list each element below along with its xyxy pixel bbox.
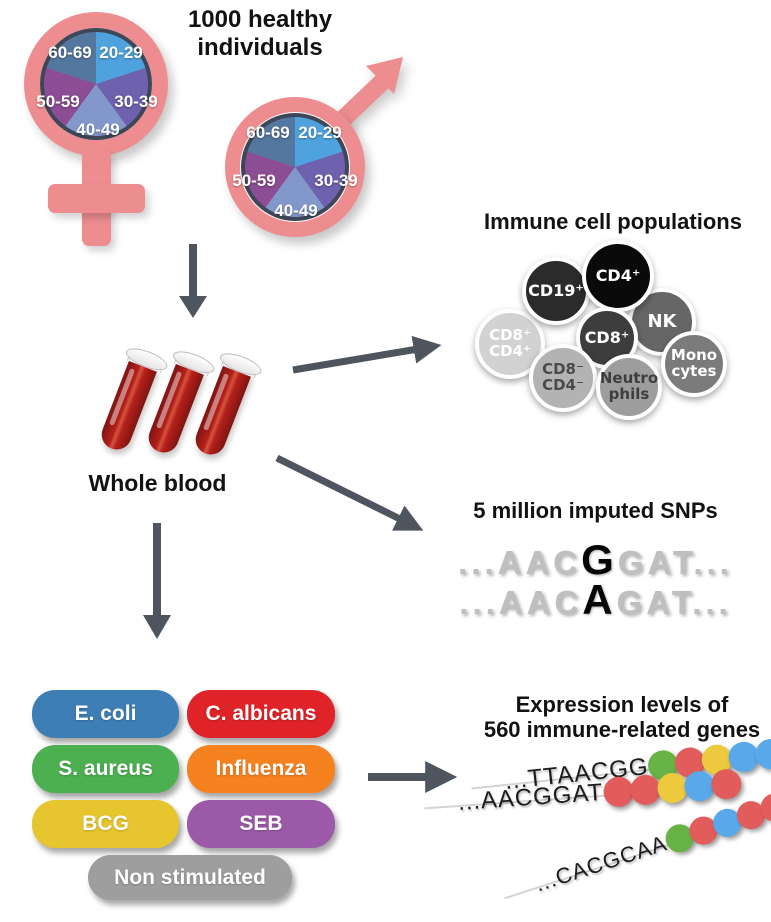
expression-title: Expression levels of 560 immune-related … xyxy=(483,692,761,743)
expression-dot xyxy=(629,773,662,806)
age-slice-label: 40-49 xyxy=(76,120,120,139)
stimulus-calbicans: C. albicans xyxy=(187,690,335,738)
age-slice-label: 20-29 xyxy=(298,123,342,142)
immune-populations-title: Immune cell populations xyxy=(484,209,742,234)
snp-seq-post: GAT... xyxy=(616,584,732,621)
snp-seq-post: GAT... xyxy=(617,544,733,581)
stimulus-ecoli: E. coli xyxy=(32,690,179,738)
male-arrow xyxy=(331,57,403,131)
snp-allele: G xyxy=(581,536,618,583)
snp-sequence: ...AACGGAT... xyxy=(420,536,771,584)
expression-dot xyxy=(656,772,689,805)
age-slice-label: 30-39 xyxy=(114,92,158,111)
cohort-title: 1000 healthy individuals xyxy=(187,6,333,61)
snp-sequence: ...AACAGAT... xyxy=(420,576,771,624)
age-slice-label: 60-69 xyxy=(246,123,290,142)
arrow-stimuli-to-expression xyxy=(368,761,458,793)
gene-sequence: ...AACGGAT xyxy=(457,778,605,816)
arrow-blood-to-snps xyxy=(275,454,424,531)
stimulus-seb: SEB xyxy=(187,800,335,848)
stimulus-bcg: BCG xyxy=(32,800,179,848)
cell-cd4: CD4⁺ xyxy=(582,240,654,312)
arrow-blood-to-cells xyxy=(292,335,442,374)
expression-dot xyxy=(754,737,771,771)
snp-seq-pre: ...AAC xyxy=(459,584,583,621)
age-slice-label: 20-29 xyxy=(99,43,143,62)
female-cross-horizontal xyxy=(48,184,145,213)
female-age-pie xyxy=(40,28,152,140)
expression-dot xyxy=(682,770,715,803)
snps-title: 5 million imputed SNPs xyxy=(473,498,718,523)
cell-monocytes: Mono cytes xyxy=(661,331,727,397)
gene-sequence: ...CACGCAA xyxy=(531,830,671,897)
stimulus-influenza: Influenza xyxy=(187,745,335,793)
stimulus-saureus: S. aureus xyxy=(32,745,179,793)
male-age-pie xyxy=(241,113,349,221)
age-slice-label: 40-49 xyxy=(274,201,318,220)
snp-seq-pre: ...AAC xyxy=(458,544,582,581)
cell-cd8neg-cd4neg: CD8⁻ CD4⁻ xyxy=(529,344,597,412)
age-slice-label: 60-69 xyxy=(48,43,92,62)
expression-dot xyxy=(602,775,635,808)
expression-dot xyxy=(709,768,742,801)
age-slice-label: 50-59 xyxy=(36,92,80,111)
age-slice-label: 30-39 xyxy=(314,171,358,190)
age-slice-label: 50-59 xyxy=(232,171,276,190)
stimulus-nonstimulated: Non stimulated xyxy=(88,855,292,900)
cell-neutrophils: Neutro phils xyxy=(596,354,662,420)
snp-allele: A xyxy=(582,576,617,623)
cell-cd19: CD19⁺ xyxy=(522,257,590,325)
whole-blood-label: Whole blood xyxy=(88,470,227,496)
